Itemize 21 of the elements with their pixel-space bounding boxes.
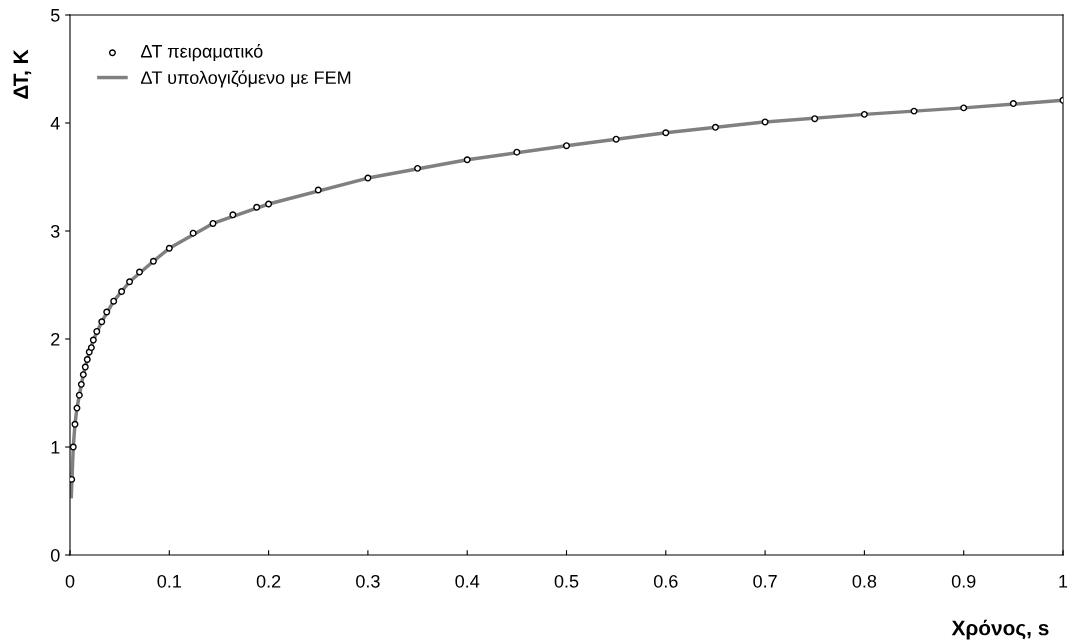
x-tick-label: 0.5 [554, 574, 579, 588]
legend-label: ΔΤ πειραματικό [140, 43, 263, 62]
x-tick-label: 0.2 [256, 574, 281, 588]
y-tick-label: 3 [50, 224, 60, 238]
legend-label: ΔΤ υπολογιζόμενο με FEM [140, 70, 351, 88]
x-tick-label: 0 [65, 574, 75, 588]
y-tick-label: 1 [51, 441, 60, 454]
x-tick-label: 0.8 [852, 574, 877, 588]
x-tick-label: 0.9 [951, 574, 976, 588]
x-tick-label: 1 [1059, 575, 1068, 588]
y-tick-label: 5 [50, 9, 60, 22]
y-tick-label: 4 [50, 117, 60, 130]
x-tick-label: 0.1 [157, 574, 181, 588]
x-tick-label: 0.4 [455, 574, 480, 588]
x-axis-title: Χρόνος, s [951, 619, 1049, 640]
y-axis-title: ΔΤ, K [13, 49, 32, 99]
x-tick-label: 0.6 [653, 574, 678, 588]
y-tick-label: 2 [51, 332, 60, 346]
y-tick-label: 0 [50, 548, 60, 562]
x-tick-label: 0.7 [753, 574, 777, 588]
x-tick-label: 0.3 [356, 574, 380, 588]
